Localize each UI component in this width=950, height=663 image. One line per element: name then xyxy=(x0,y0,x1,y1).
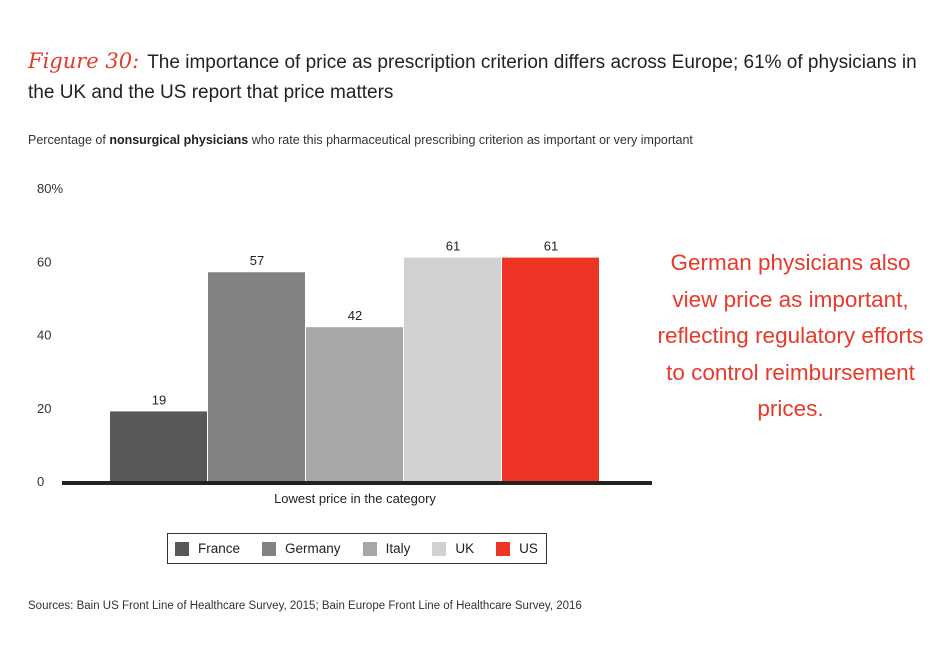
legend-item: US xyxy=(496,541,538,556)
legend-swatch xyxy=(175,541,189,556)
y-tick-label: 0 xyxy=(37,474,44,489)
data-label: 19 xyxy=(152,392,166,407)
chart-legend: France Germany Italy UK US xyxy=(167,533,547,564)
legend-item: France xyxy=(175,541,240,556)
subtitle-prefix: Percentage of xyxy=(28,133,110,147)
y-tick-label: 20 xyxy=(37,401,51,416)
legend-swatch xyxy=(432,541,447,556)
legend-item: Italy xyxy=(362,541,411,556)
bar-germany xyxy=(208,272,305,481)
legend-label: France xyxy=(198,541,241,556)
callout-text: German physicians also view price as imp… xyxy=(657,250,924,421)
x-tick-label: Lowest price in the category xyxy=(274,491,436,506)
legend-item: Germany xyxy=(262,541,341,556)
chart-subtitle: Percentage of nonsurgical physicians who… xyxy=(28,133,693,147)
data-label: 61 xyxy=(446,239,460,254)
data-label: 42 xyxy=(348,308,362,323)
data-label: 61 xyxy=(544,239,558,254)
legend-label: US xyxy=(519,541,538,556)
y-tick-label: 80% xyxy=(37,181,63,196)
legend-label: Germany xyxy=(285,541,341,556)
legend-swatch xyxy=(362,541,377,556)
subtitle-suffix: who rate this pharmaceutical prescribing… xyxy=(248,133,693,147)
figure-title: Figure 30: The importance of price as pre… xyxy=(28,46,928,108)
data-label: 57 xyxy=(250,253,264,268)
legend-label: UK xyxy=(455,541,475,556)
legend-swatch xyxy=(262,541,277,556)
figure-title-text: The importance of price as prescription … xyxy=(28,52,917,103)
legend-label: Italy xyxy=(385,541,411,556)
y-tick-label: 40 xyxy=(37,328,51,343)
bar-italy xyxy=(306,327,403,481)
bar-france xyxy=(110,411,207,481)
source-note: Sources: Bain US Front Line of Healthcar… xyxy=(28,600,582,612)
subtitle-bold: nonsurgical physicians xyxy=(109,133,249,147)
bar-uk xyxy=(404,257,501,481)
figure-label: Figure 30: xyxy=(28,49,140,73)
legend-item: UK xyxy=(432,541,474,556)
legend-swatch xyxy=(496,541,511,556)
y-tick-label: 60 xyxy=(37,254,51,269)
bar-us xyxy=(502,257,599,481)
